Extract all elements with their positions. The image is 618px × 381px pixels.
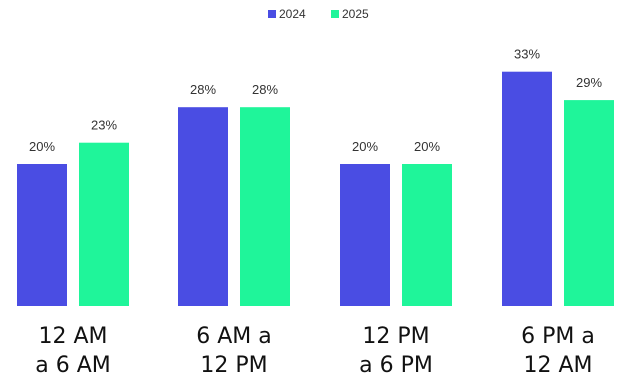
data-label-2025-0: 23% [91,118,117,133]
bar-2025-2 [402,164,452,306]
category-label-1-line-0: 6 AM a [196,324,272,349]
data-label-2024-1: 28% [190,82,216,97]
data-label-2024-3: 33% [514,47,540,62]
category-label-1-line-1: 12 PM [200,353,267,378]
legend-label-2025: 2025 [342,7,369,21]
bar-2024-2 [340,164,390,306]
data-label-2024-2: 20% [352,139,378,154]
data-label-2025-2: 20% [414,139,440,154]
category-label-0-line-1: a 6 AM [35,353,111,378]
legend-label-2024: 2024 [279,7,306,21]
category-label-2-line-1: a 6 PM [359,353,433,378]
bars [17,71,614,306]
bar-2025-1 [240,107,290,306]
bar-2025-0 [79,142,129,306]
bar-2024-3 [502,71,552,306]
bar-2024-1 [178,107,228,306]
category-label-0-line-0: 12 AM [38,324,107,349]
legend-swatch-2024 [268,10,276,18]
data-labels: 20% 23% 28% 28% 20% 20% 33% 29% [29,47,602,154]
category-label-2-line-0: 12 PM [362,324,429,349]
bar-2025-3 [564,100,614,306]
category-label-3-line-1: 12 AM [523,353,592,378]
legend: 2024 2025 [268,7,369,21]
bar-2024-0 [17,164,67,306]
data-label-2025-1: 28% [252,82,278,97]
legend-swatch-2025 [331,10,339,18]
category-labels: 12 AM a 6 AM 6 AM a 12 PM 12 PM a 6 PM 6 PM a 1… [35,324,595,378]
data-label-2025-3: 29% [576,75,602,90]
category-label-3-line-0: 6 PM a [521,324,595,349]
data-label-2024-0: 20% [29,139,55,154]
